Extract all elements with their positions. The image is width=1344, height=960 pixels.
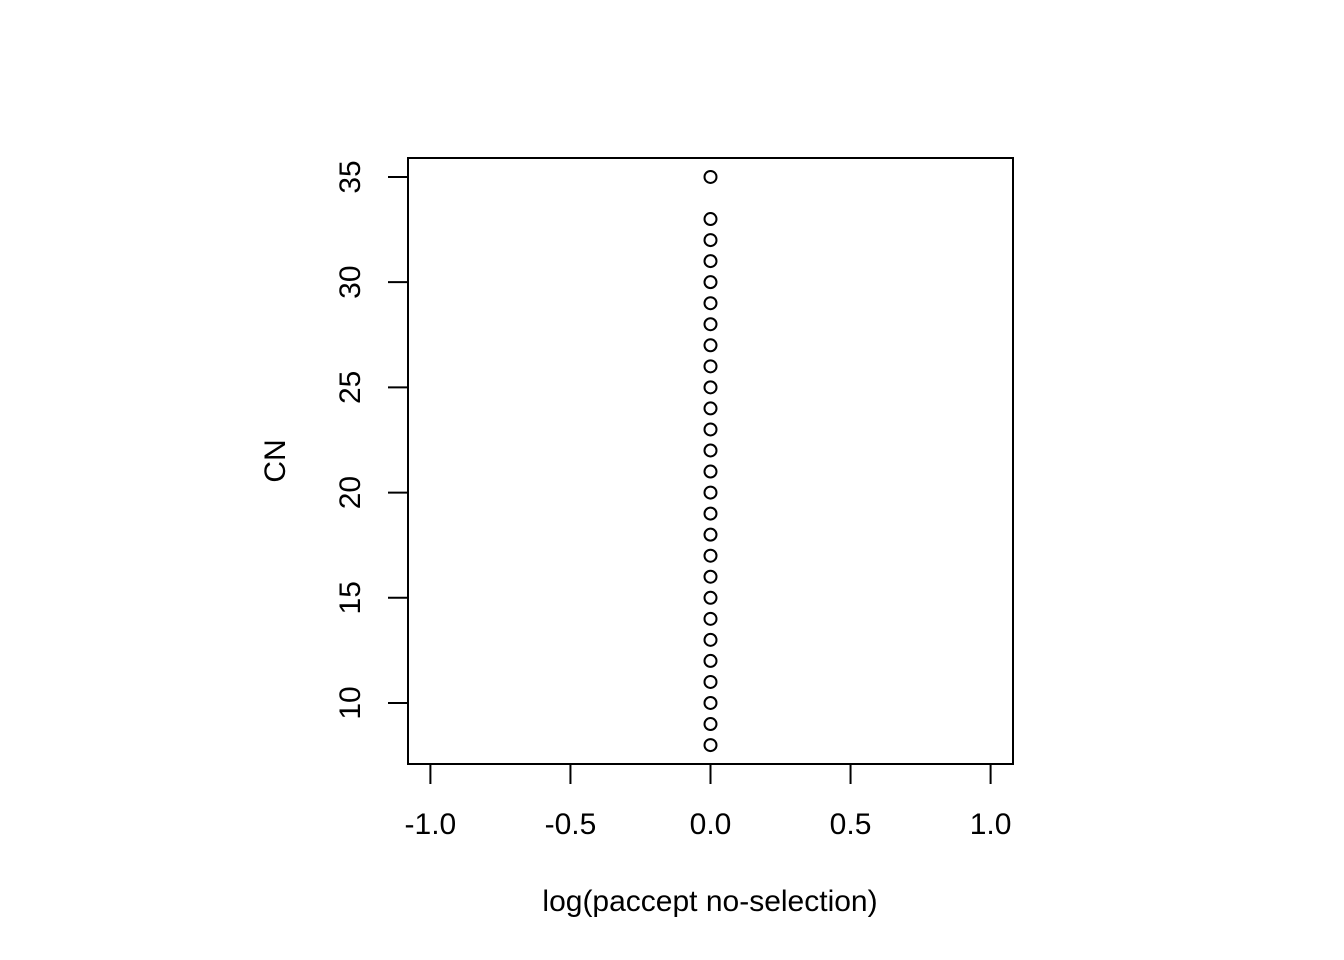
data-point — [703, 611, 718, 626]
data-point — [703, 380, 718, 395]
points-layer — [703, 169, 718, 753]
data-point — [703, 401, 718, 416]
plot-frame — [407, 157, 1014, 765]
data-point — [703, 338, 718, 353]
y-tick-label: 10 — [334, 686, 367, 719]
y-tick-label: 30 — [334, 265, 367, 298]
y-axis: 10 15 20 25 30 35 — [334, 160, 409, 720]
data-point — [703, 169, 718, 184]
data-point — [703, 443, 718, 458]
y-tick-label: 15 — [334, 581, 367, 614]
x-tick-label: 0.5 — [830, 808, 872, 841]
data-point — [703, 254, 718, 269]
x-tick-label: 1.0 — [970, 808, 1012, 841]
data-point — [703, 317, 718, 332]
x-axis: -1.0 -0.5 0.0 0.5 1.0 — [405, 763, 1012, 841]
x-axis-title: log(paccept no-selection) — [542, 885, 877, 918]
data-point — [703, 422, 718, 437]
data-point — [703, 717, 718, 732]
data-point — [703, 674, 718, 689]
data-point — [703, 527, 718, 542]
data-point — [703, 548, 718, 563]
data-point — [703, 212, 718, 227]
data-point — [703, 233, 718, 248]
data-point — [703, 485, 718, 500]
y-axis-title: CN — [259, 439, 292, 482]
data-point — [703, 695, 718, 710]
data-point — [703, 296, 718, 311]
data-point — [703, 275, 718, 290]
data-point — [703, 569, 718, 584]
data-point — [703, 506, 718, 521]
data-point — [703, 738, 718, 753]
data-point — [703, 359, 718, 374]
data-point — [703, 464, 718, 479]
data-point — [703, 590, 718, 605]
x-tick-label: -1.0 — [405, 808, 457, 841]
data-point — [703, 653, 718, 668]
y-tick-label: 20 — [334, 476, 367, 509]
x-tick-label: 0.0 — [690, 808, 732, 841]
data-point — [703, 632, 718, 647]
y-tick-label: 25 — [334, 371, 367, 404]
x-tick-label: -0.5 — [545, 808, 597, 841]
y-tick-label: 35 — [334, 160, 367, 193]
